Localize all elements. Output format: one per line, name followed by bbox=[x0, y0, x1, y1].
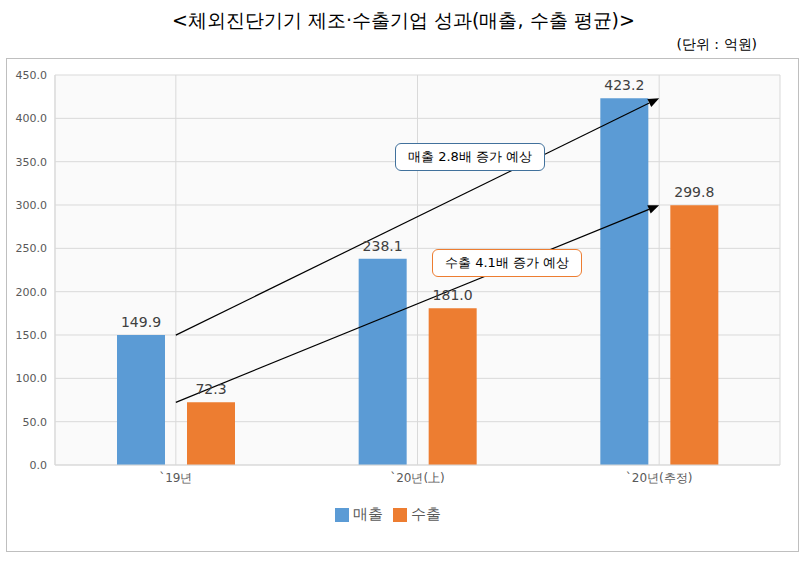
svg-text:`19년: `19년 bbox=[159, 471, 192, 485]
svg-text:400.0: 400.0 bbox=[16, 112, 48, 125]
svg-text:181.0: 181.0 bbox=[433, 287, 473, 303]
svg-text:150.0: 150.0 bbox=[16, 329, 48, 342]
svg-text:0.0: 0.0 bbox=[30, 459, 48, 472]
svg-text:`20년(추정): `20년(추정) bbox=[626, 471, 693, 485]
svg-text:350.0: 350.0 bbox=[16, 156, 48, 169]
svg-text:238.1: 238.1 bbox=[363, 238, 403, 254]
html-text:매출 2.8배 증가 예상: 매출 2.8배 증가 예상 bbox=[408, 149, 533, 164]
svg-text:250.0: 250.0 bbox=[16, 242, 48, 255]
svg-text:300.0: 300.0 bbox=[16, 199, 48, 212]
html-text:수출: 수출 bbox=[410, 505, 441, 523]
html-text:매출: 매출 bbox=[352, 505, 383, 523]
svg-text:450.0: 450.0 bbox=[16, 69, 48, 82]
svg-text:100.0: 100.0 bbox=[16, 372, 48, 385]
svg-text:`20년(上): `20년(上) bbox=[390, 471, 445, 485]
html-text:수출 4.1배 증가 예상: 수출 4.1배 증가 예상 bbox=[445, 255, 570, 270]
svg-text:423.2: 423.2 bbox=[604, 77, 644, 93]
svg-text:299.8: 299.8 bbox=[674, 184, 714, 200]
html-text:<체외진단기기 제조·수출기업 성과(매출, 수출 평균)>: <체외진단기기 제조·수출기업 성과(매출, 수출 평균)> bbox=[172, 9, 635, 31]
html-text:(단위 : 억원): (단위 : 억원) bbox=[676, 36, 757, 52]
svg-text:200.0: 200.0 bbox=[16, 286, 48, 299]
svg-text:149.9: 149.9 bbox=[121, 314, 161, 330]
svg-text:50.0: 50.0 bbox=[23, 416, 48, 429]
svg-text:72.3: 72.3 bbox=[195, 381, 226, 397]
